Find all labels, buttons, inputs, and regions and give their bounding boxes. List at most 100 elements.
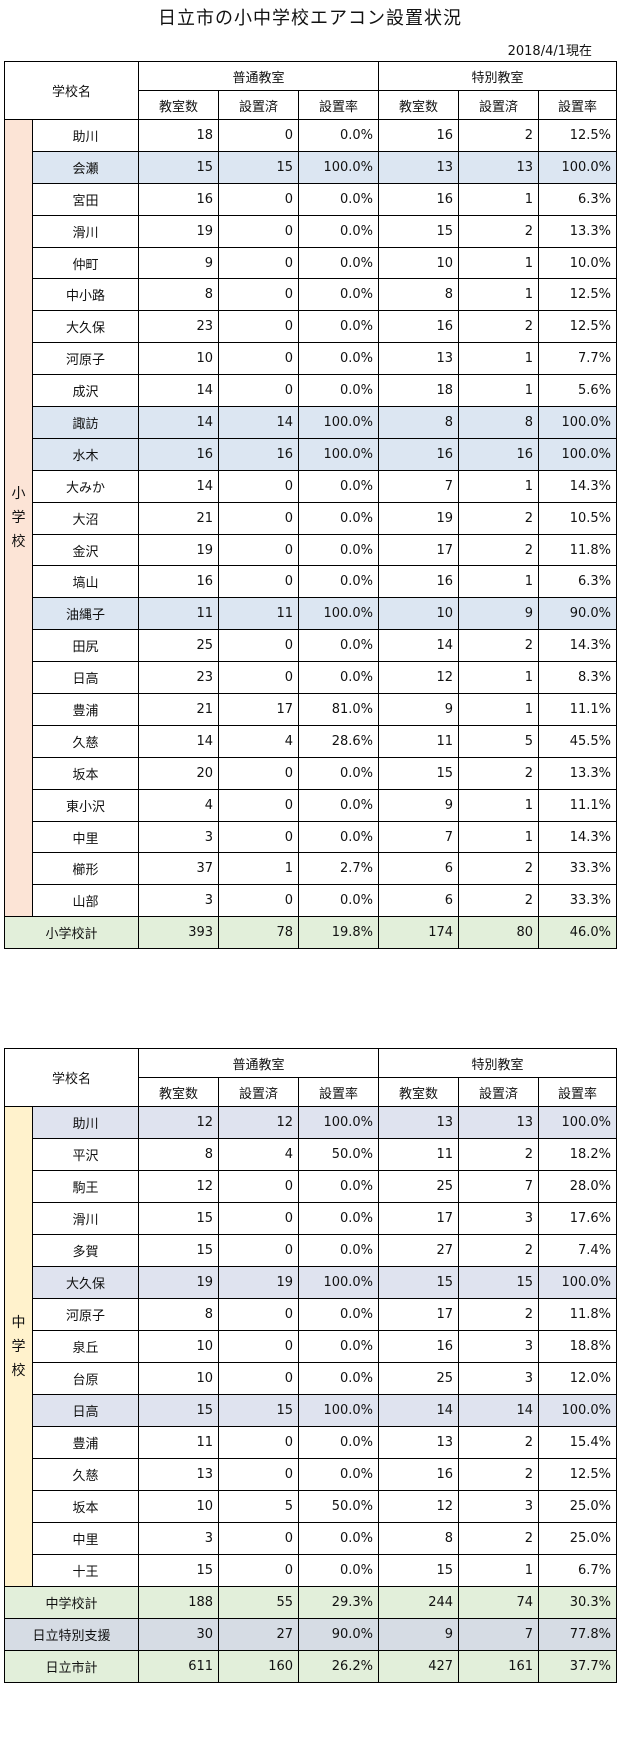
r-rooms-cell: 14 [138, 406, 220, 439]
r-inst-cell: 14 [218, 406, 300, 439]
table-row: 油縄子 11 11 100.0% 10 9 90.0% [5, 597, 618, 631]
s-rate-cell: 14.3% [538, 629, 618, 663]
s-rooms-cell: 16 [378, 565, 460, 599]
r-rate-cell: 100.0% [298, 1106, 380, 1139]
r-inst-cell: 0 [218, 342, 300, 376]
r-inst-cell: 0 [218, 1554, 300, 1587]
school-name: 日立特別支援 [3, 1618, 140, 1651]
table-row: 大みか 14 0 0.0% 7 1 14.3% [5, 469, 618, 503]
s-rate-cell: 18.8% [538, 1330, 618, 1363]
middle-table: 学校名 普通教室 特別教室 教室数 設置済 設置率 教室数 設置済 設置率中学校助川 12 12 10… [3, 1048, 618, 1683]
school-name: 大沼 [31, 501, 140, 535]
school-name: 宮田 [31, 182, 140, 216]
s-rooms-cell: 16 [378, 182, 460, 216]
s-inst-cell: 15 [458, 1266, 540, 1299]
school-name: 油縄子 [31, 597, 140, 631]
r-inst-cell: 0 [218, 1426, 300, 1459]
s-rooms-cell: 12 [378, 661, 460, 695]
s-rooms-cell: 174 [378, 916, 460, 950]
r-rate-cell: 0.0% [298, 788, 380, 822]
table-row: 成沢 14 0 0.0% 18 1 5.6% [5, 374, 618, 408]
school-name-header: 学校名 [3, 61, 140, 120]
r-rate-cell: 19.8% [298, 916, 380, 950]
r-rooms-cell: 4 [138, 788, 220, 822]
school-name: 平沢 [31, 1138, 140, 1171]
s-inst-cell: 1 [458, 820, 540, 854]
r-rooms-cell: 16 [138, 565, 220, 599]
s-inst-cell: 3 [458, 1362, 540, 1395]
s-rate-cell: 30.3% [538, 1586, 618, 1619]
s-inst-cell: 8 [458, 406, 540, 439]
school-name: 水木 [31, 437, 140, 471]
table-row: 日高 23 0 0.0% 12 1 8.3% [5, 661, 618, 695]
s-inst-cell: 1 [458, 246, 540, 280]
r-inst-cell: 0 [218, 565, 300, 599]
s-inst-cell: 7 [458, 1618, 540, 1651]
table-row: 久慈 13 0 0.0% 16 2 12.5% [5, 1458, 618, 1491]
s-rate-cell: 37.7% [538, 1650, 618, 1683]
r-rooms-cell: 14 [138, 724, 220, 758]
group-label-char: 校 [11, 534, 26, 551]
r-inst-cell: 0 [218, 820, 300, 854]
s-rooms-cell: 8 [378, 406, 460, 439]
r-rooms-cell: 3 [138, 884, 220, 918]
group-label-char: 校 [11, 1362, 26, 1379]
s-inst-cell: 2 [458, 119, 540, 152]
table-row: 小学校助川 18 0 0.0% 16 2 12.5% [4, 118, 618, 918]
school-name: 山部 [31, 884, 140, 918]
r-rooms-cell: 9 [138, 246, 220, 280]
r-rate-cell: 81.0% [298, 693, 380, 726]
school-name: 滑川 [31, 1202, 140, 1235]
r-inst-cell: 0 [218, 1362, 300, 1395]
r-rate-cell: 100.0% [298, 1266, 380, 1299]
table-row: 金沢 19 0 0.0% 17 2 11.8% [5, 533, 618, 567]
s-rate-cell: 25.0% [538, 1490, 618, 1523]
school-name: 中里 [31, 1522, 140, 1555]
s-inst-cell: 1 [458, 469, 540, 503]
s-inst-cell: 3 [458, 1330, 540, 1363]
school-name: 豊浦 [31, 693, 140, 726]
school-name: 坂本 [31, 1490, 140, 1523]
r-rate-cell: 0.0% [298, 1458, 380, 1491]
s-inst-cell: 2 [458, 852, 540, 886]
r-rate-cell: 0.0% [298, 1234, 380, 1267]
s-inst-cell: 2 [458, 1522, 540, 1555]
table-row: 平沢 8 4 50.0% 11 2 18.2% [5, 1138, 618, 1171]
s-inst-cell: 2 [458, 1138, 540, 1171]
s-rooms-cell: 15 [378, 214, 460, 248]
r-rooms-cell: 12 [138, 1170, 220, 1203]
s-rate-cell: 6.3% [538, 182, 618, 216]
r-inst-cell: 0 [218, 1522, 300, 1555]
school-name: 成沢 [31, 374, 140, 408]
s-rooms-cell: 8 [378, 1522, 460, 1555]
table-row: 仲町 9 0 0.0% 10 1 10.0% [5, 246, 618, 280]
r-rate-cell: 0.0% [298, 565, 380, 599]
school-name: 諏訪 [31, 406, 140, 439]
special-installed-header: 設置済 [458, 1077, 540, 1107]
s-inst-cell: 161 [458, 1650, 540, 1683]
r-inst-cell: 0 [218, 374, 300, 408]
school-name: 泉丘 [31, 1330, 140, 1363]
s-rooms-cell: 25 [378, 1362, 460, 1395]
s-rate-cell: 100.0% [538, 1106, 618, 1139]
s-rooms-cell: 10 [378, 597, 460, 631]
header-row: 学校名 普通教室 特別教室 [3, 61, 618, 120]
s-rate-cell: 6.3% [538, 565, 618, 599]
r-inst-cell: 0 [218, 501, 300, 535]
r-rate-cell: 28.6% [298, 724, 380, 758]
r-rate-cell: 0.0% [298, 1330, 380, 1363]
r-rate-cell: 100.0% [298, 437, 380, 471]
r-rate-cell: 0.0% [298, 246, 380, 280]
table-row: 日高 15 15 100.0% 14 14 100.0% [5, 1394, 618, 1427]
s-inst-cell: 2 [458, 1458, 540, 1491]
r-inst-cell: 19 [218, 1266, 300, 1299]
s-rate-cell: 18.2% [538, 1138, 618, 1171]
school-name: 久慈 [31, 1458, 140, 1491]
s-rate-cell: 6.7% [538, 1554, 618, 1587]
r-inst-cell: 0 [218, 1170, 300, 1203]
s-rate-cell: 25.0% [538, 1522, 618, 1555]
school-name: 助川 [31, 1106, 140, 1139]
s-rate-cell: 90.0% [538, 597, 618, 631]
r-inst-cell: 0 [218, 661, 300, 695]
r-rooms-cell: 16 [138, 437, 220, 471]
